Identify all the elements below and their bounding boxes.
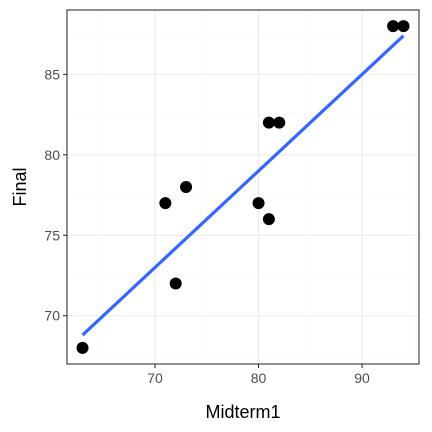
data-point [159,197,172,210]
x-axis-title: Midterm1 [205,402,280,422]
y-tick-label: 80 [44,147,60,163]
regression-line [81,34,405,337]
data-point [387,20,400,33]
x-tick-label: 70 [147,370,163,386]
data-point [180,181,193,193]
data-point [262,116,275,129]
grid-minor [67,10,419,364]
panel-border [66,9,420,365]
data-point [397,20,410,33]
x-tick-label: 80 [251,370,267,386]
y-tick-label: 75 [44,227,60,243]
y-tick-label: 85 [44,66,60,82]
data-point [262,213,275,226]
data-point [252,197,265,210]
data-point [76,341,89,354]
x-axis-ticks: 70 80 90 [147,364,370,386]
data-point [169,277,182,290]
y-tick-label: 70 [44,308,60,324]
x-tick-label: 90 [354,370,370,386]
grid-major [67,10,419,364]
points-layer [76,20,410,354]
y-axis-ticks: 70 75 80 85 [44,66,67,324]
y-axis-title: Final [10,167,30,206]
data-point [273,116,286,129]
fit-layer [81,34,405,337]
